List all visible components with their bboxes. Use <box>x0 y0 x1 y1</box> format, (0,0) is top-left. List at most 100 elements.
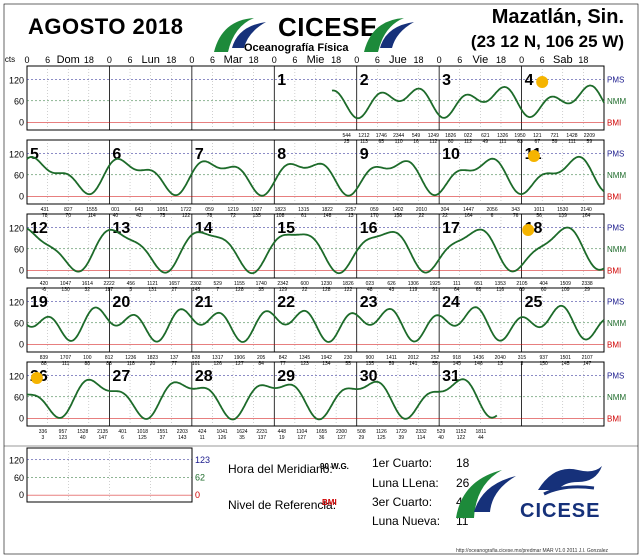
extreme-time: 1212 <box>358 133 369 139</box>
extreme-time: 252 <box>431 355 440 361</box>
extreme-height: 61 <box>301 213 307 219</box>
extreme-time: 1530 <box>557 207 568 213</box>
extreme-height: 22 <box>442 213 448 219</box>
extreme-height: 59 <box>552 139 558 145</box>
extreme-time: 1823 <box>147 355 158 361</box>
extreme-time: 1326 <box>497 133 508 139</box>
extreme-height: 20 <box>150 361 156 367</box>
day-name-label: Mar <box>224 54 243 66</box>
y-tick-label: 120 <box>9 224 24 234</box>
extreme-height: 6 <box>491 213 494 219</box>
extreme-time: 1950 <box>514 133 525 139</box>
extreme-height: 111 <box>62 361 70 367</box>
extreme-height: 143 <box>178 435 187 441</box>
extreme-time: 205 <box>257 355 266 361</box>
extreme-time: 812 <box>105 355 114 361</box>
day-number: 21 <box>195 294 213 311</box>
extreme-height: 3 <box>521 361 524 367</box>
extreme-height: 139 <box>559 213 568 219</box>
extreme-time: 2332 <box>416 429 427 435</box>
extreme-time: 022 <box>464 133 473 139</box>
legend-tick-left: 60 <box>14 473 24 483</box>
extreme-time: 721 <box>550 133 559 139</box>
nmm-label: NMM <box>607 319 626 328</box>
y-tick-label: 60 <box>14 245 24 255</box>
extreme-height: 88 <box>41 361 47 367</box>
extreme-time: 001 <box>111 207 120 213</box>
extreme-time: 230 <box>344 355 353 361</box>
extreme-height: 135 <box>366 361 375 367</box>
day-number: 24 <box>442 294 460 311</box>
day-number: 25 <box>525 294 543 311</box>
extreme-time: 2135 <box>97 429 108 435</box>
pms-label: PMS <box>607 75 624 84</box>
extreme-time: 1121 <box>147 281 158 287</box>
tide-curve <box>26 155 605 197</box>
extreme-time: 1047 <box>60 281 71 287</box>
extreme-time: 023 <box>366 281 375 287</box>
extreme-time: 1018 <box>137 429 148 435</box>
extreme-time: 544 <box>342 133 351 139</box>
moon-phase-value: 26 <box>456 476 470 490</box>
extreme-time: 1707 <box>60 355 71 361</box>
extreme-time: 2056 <box>487 207 498 213</box>
extreme-time: 2105 <box>516 281 527 287</box>
extreme-time: 315 <box>518 355 527 361</box>
extreme-height: 135 <box>252 213 261 219</box>
cicese-swoosh-icon-right <box>364 18 414 52</box>
extreme-time: 1041 <box>217 429 228 435</box>
extreme-height: 126 <box>218 435 227 441</box>
day-number: 8 <box>277 146 286 163</box>
extreme-height: 78 <box>207 213 213 219</box>
extreme-time: 1353 <box>495 281 506 287</box>
extreme-height: 145 <box>192 287 201 293</box>
extreme-height: 72 <box>230 213 236 219</box>
extreme-height: 114 <box>88 213 96 219</box>
extreme-height: 145 <box>561 361 570 367</box>
extreme-height: 27 <box>171 287 177 293</box>
day-number: 1 <box>277 72 286 89</box>
day-number: 2 <box>360 72 369 89</box>
pms-label: PMS <box>607 223 624 232</box>
extreme-height: 112 <box>464 139 472 145</box>
extreme-time: 2338 <box>582 281 593 287</box>
tide-curve <box>26 378 498 421</box>
extreme-time: 549 <box>412 133 421 139</box>
extreme-height: 130 <box>61 287 70 293</box>
extreme-height: 11 <box>200 435 205 441</box>
hour-tick-label: 18 <box>496 55 506 65</box>
nmm-label: NMM <box>607 171 626 180</box>
extreme-height: 128 <box>235 287 244 293</box>
extreme-height: 123 <box>59 435 68 441</box>
extreme-height: 116 <box>496 287 504 293</box>
cicese-swoosh-icon <box>214 18 266 52</box>
legend-tick-left: 0 <box>19 490 24 500</box>
extreme-time: 529 <box>214 281 223 287</box>
extreme-time: 420 <box>40 281 49 287</box>
extreme-height: 141 <box>409 361 418 367</box>
extreme-time: 1509 <box>560 281 571 287</box>
extreme-time: 508 <box>357 429 366 435</box>
extreme-time: 1411 <box>386 355 397 361</box>
moon-phase-third-quarter: 3er Cuarto: 4 <box>372 495 463 509</box>
extreme-time: 1219 <box>228 207 239 213</box>
y-tick-label: 120 <box>9 372 24 382</box>
hour-tick-label: 18 <box>331 55 341 65</box>
extreme-time: 2342 <box>277 281 288 287</box>
extreme-time: 1230 <box>321 281 332 287</box>
moon-phase-full-moon: Luna LLena: 26 <box>372 476 469 490</box>
day-number: 7 <box>195 146 204 163</box>
extreme-time: 651 <box>474 281 483 287</box>
extreme-height: 65 <box>379 139 385 145</box>
extreme-time: 600 <box>300 281 309 287</box>
extreme-time: 1555 <box>86 207 97 213</box>
hour-tick-label: 0 <box>189 55 194 65</box>
extreme-height: 88 <box>85 361 91 367</box>
extreme-time: 1614 <box>82 281 93 287</box>
extreme-height: 129 <box>279 287 288 293</box>
extreme-time: 1428 <box>566 133 577 139</box>
extreme-time: 900 <box>366 355 375 361</box>
extreme-height: 126 <box>214 361 223 367</box>
extreme-height: 148 <box>323 213 332 219</box>
